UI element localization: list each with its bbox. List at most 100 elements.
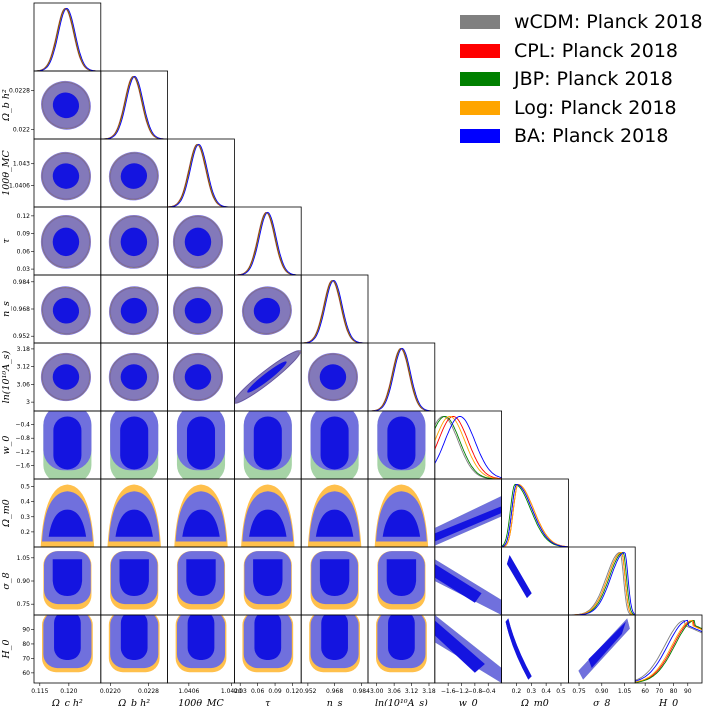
contour-inner-9-4 (321, 615, 348, 660)
panel-frame-0-0 (33, 2, 102, 72)
x-axis-label-6: w_0 (459, 698, 478, 706)
contour-inner-9-8 (588, 621, 626, 669)
marginal-4-JBP: Planck 2018 (301, 280, 368, 343)
contour-inner-5-0 (52, 364, 80, 390)
panel-content-8-7 (506, 555, 532, 598)
y-axis-label-7: Ω_m0 (1, 499, 12, 528)
contour-inner-1-0 (52, 92, 80, 119)
panel-content-7-3 (241, 484, 295, 547)
panel-5-4 (300, 342, 369, 412)
contour-inner-8-5 (386, 559, 417, 596)
panel-content-5-2 (172, 352, 224, 402)
ytick-label-3-3: 0.12 (17, 213, 31, 220)
panel-6-1 (100, 410, 169, 480)
marginal-9-wCDM: Planck 2018 (635, 619, 703, 681)
panel-content-3-0 (40, 214, 92, 269)
panel-content-0-0 (34, 7, 101, 71)
contour-inner-6-3 (253, 416, 282, 470)
panel-3-0 (33, 206, 102, 276)
marginal-2-BA: Planck 2018 (167, 143, 235, 207)
x-axis-label-3: τ (265, 698, 271, 706)
marginal-3-Log: Planck 2018 (234, 212, 302, 275)
panel-content-8-0 (43, 551, 92, 610)
panel-content-3-3 (234, 211, 302, 275)
y-axis-label-4: n_s (1, 301, 12, 317)
xtick-label-7-1: 0.3 (527, 688, 537, 695)
panel-content-2-1 (108, 151, 159, 201)
legend-label: CPL: Planck 2018 (514, 39, 679, 62)
xtick-label-7-0: 0.2 (512, 688, 522, 695)
panel-8-2 (167, 546, 235, 616)
panel-content-4-2 (172, 286, 224, 335)
panel-content-9-5 (376, 615, 427, 673)
ytick-label-6-0: −1.6 (15, 462, 30, 469)
legend-swatch (460, 15, 500, 30)
contour-inner-5-2 (184, 364, 212, 390)
panel-content-7-2 (174, 484, 228, 547)
xtick-label-4-2: 0.984 (353, 688, 370, 695)
ytick-label-1-0: 0.022 (13, 126, 30, 133)
panel-8-1 (100, 546, 169, 616)
panel-content-4-4 (301, 280, 368, 343)
panel-frame-9-7 (501, 614, 569, 684)
marginal-1-Log: Planck 2018 (100, 75, 168, 139)
legend-label: JBP: Planck 2018 (514, 68, 673, 91)
panel-6-2 (167, 410, 235, 480)
panel-9-0 (33, 614, 102, 684)
panel-7-0 (33, 478, 102, 548)
panel-content-1-0 (41, 80, 91, 130)
ytick-label-8-0: 0.75 (17, 601, 31, 608)
panel-content-8-2 (176, 551, 226, 610)
xtick-label-5-2: 3.12 (405, 688, 419, 695)
contour-inner-8-3 (253, 559, 283, 596)
ytick-label-7-0: 0.2 (20, 529, 30, 536)
marginal-0-CPL: Planck 2018 (34, 8, 101, 71)
y-axis-label-2: 100θ_MC (1, 149, 12, 195)
xtick-label-5-0: 3.00 (370, 688, 384, 695)
panel-2-0 (33, 138, 102, 208)
contour-inner-9-3 (254, 615, 282, 660)
marginal-5-JBP: Planck 2018 (368, 347, 435, 411)
marginal-0-JBP: Planck 2018 (34, 8, 101, 71)
panel-content-8-5 (377, 551, 426, 610)
panel-content-4-1 (109, 286, 159, 336)
panel-5-0 (33, 342, 102, 412)
panel-7-7 (501, 478, 569, 548)
x-axis-label-0: Ω_c h² (51, 698, 83, 706)
contour-inner-5-3 (247, 361, 287, 393)
contour-inner-6-4 (320, 416, 349, 470)
marginal-2-wCDM: Planck 2018 (167, 144, 235, 207)
contour-inner-7-5 (382, 509, 421, 537)
legend-label: Log: Planck 2018 (514, 96, 677, 119)
panel-content-9-7 (505, 618, 532, 680)
ytick-label-8-1: 0.90 (17, 578, 31, 585)
ytick-label-6-2: −0.8 (15, 435, 30, 442)
panel-content-8-6 (434, 559, 502, 615)
legend-swatch (460, 72, 500, 87)
panel-9-1 (100, 614, 169, 684)
contour-inner-3-2 (184, 227, 212, 257)
marginal-3-JBP: Planck 2018 (234, 212, 302, 275)
ytick-label-2-0: 1.0406 (9, 182, 30, 189)
panel-content-5-3 (234, 349, 302, 405)
xtick-label-0-0: 0.115 (31, 688, 48, 695)
panel-content-9-4 (309, 615, 360, 673)
panel-8-0 (33, 546, 102, 616)
panel-content-9-6 (434, 615, 502, 683)
marginal-2-Log: Planck 2018 (167, 144, 235, 207)
contour-inner-8-7 (506, 555, 532, 598)
legend-item: CPL: Planck 2018 (460, 37, 703, 66)
ytick-label-6-1: −1.2 (15, 449, 30, 456)
panel-9-7 (501, 614, 569, 684)
xtick-label-1-0: 0.0220 (100, 688, 121, 695)
panel-8-8 (568, 546, 636, 616)
marginal-2-CPL: Planck 2018 (167, 143, 235, 207)
contour-inner-8-2 (186, 559, 216, 596)
ytick-label-4-0: 0.952 (13, 333, 30, 340)
ytick-label-3-1: 0.06 (17, 248, 31, 255)
panel-7-2 (167, 478, 235, 548)
panel-9-4 (300, 614, 369, 684)
x-axis-label-2: 100θ_MC (178, 698, 224, 706)
contour-inner-7-6 (434, 506, 502, 542)
